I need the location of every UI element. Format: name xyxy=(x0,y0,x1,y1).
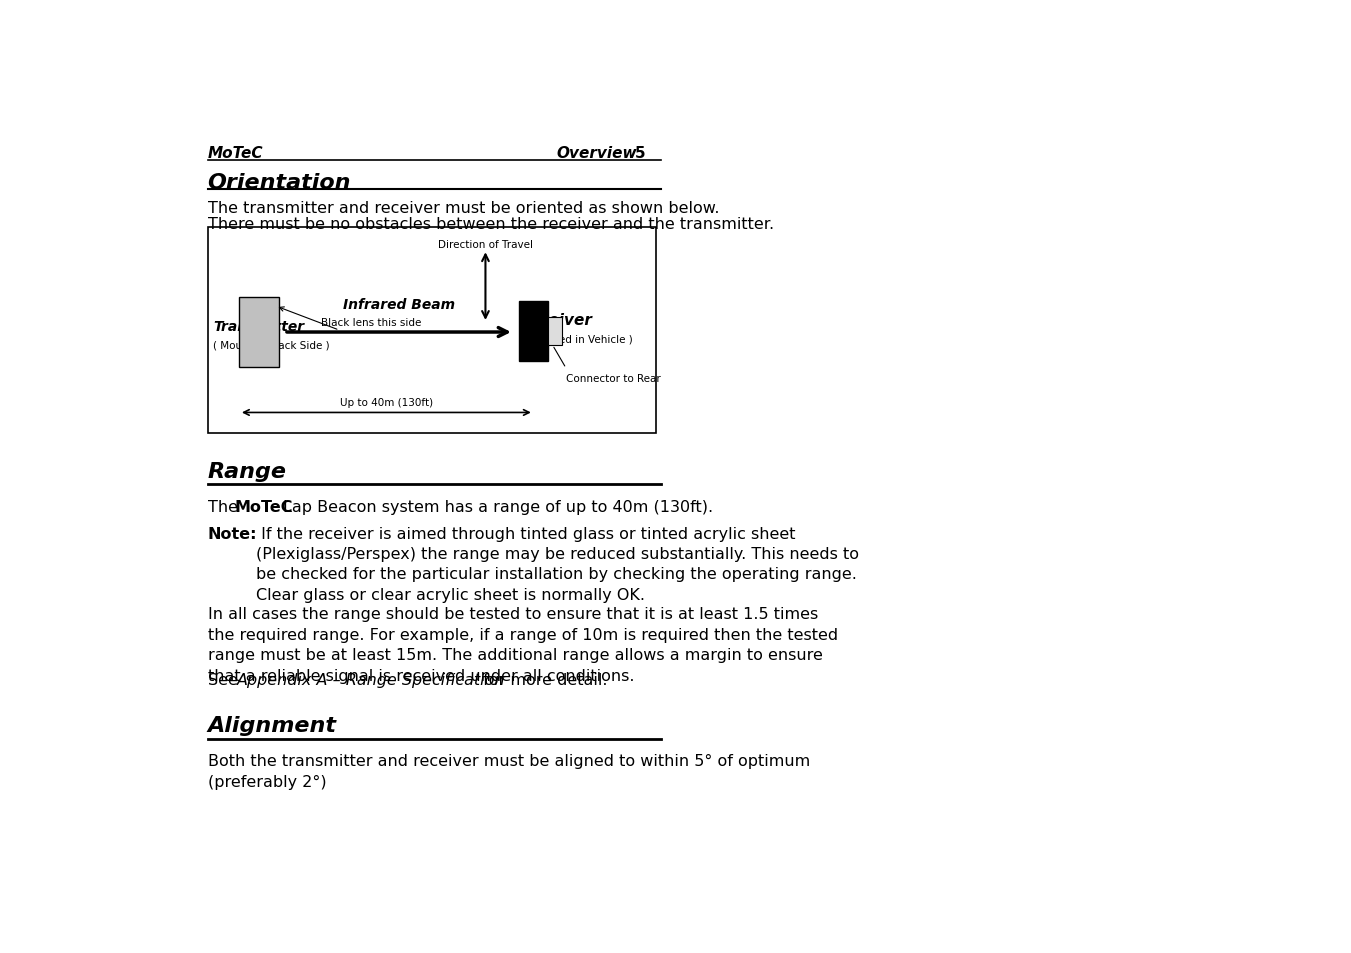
Text: MoTeC: MoTeC xyxy=(235,499,293,515)
Text: The transmitter and receiver must be oriented as shown below.: The transmitter and receiver must be ori… xyxy=(208,201,719,216)
Text: Black lens this side: Black lens this side xyxy=(320,317,422,328)
Text: ( Mounted Track Side ): ( Mounted Track Side ) xyxy=(213,340,330,351)
Text: Up to 40m (130ft): Up to 40m (130ft) xyxy=(340,397,432,407)
Text: Transmitter: Transmitter xyxy=(213,320,304,334)
Text: Connector to Rear: Connector to Rear xyxy=(566,374,661,383)
Text: Note:: Note: xyxy=(208,526,257,541)
Text: Both the transmitter and receiver must be aligned to within 5° of optimum
(prefe: Both the transmitter and receiver must b… xyxy=(208,754,809,789)
Text: Overview: Overview xyxy=(557,146,636,161)
Text: Receiver: Receiver xyxy=(519,313,593,328)
Text: In all cases the range should be tested to ensure that it is at least 1.5 times
: In all cases the range should be tested … xyxy=(208,607,838,683)
Text: See: See xyxy=(208,673,243,688)
Text: Direction of Travel: Direction of Travel xyxy=(438,240,532,250)
Text: Infrared Beam: Infrared Beam xyxy=(343,298,455,313)
Text: MoTeC: MoTeC xyxy=(208,146,263,161)
Text: Appendix A – Range Specification: Appendix A – Range Specification xyxy=(236,673,505,688)
Text: Orientation: Orientation xyxy=(208,173,351,193)
FancyBboxPatch shape xyxy=(239,298,278,368)
FancyBboxPatch shape xyxy=(519,301,549,361)
Text: There must be no obstacles between the receiver and the transmitter.: There must be no obstacles between the r… xyxy=(208,217,774,233)
Text: Lap Beacon system has a range of up to 40m (130ft).: Lap Beacon system has a range of up to 4… xyxy=(282,499,713,515)
Text: ( Mounted in Vehicle ): ( Mounted in Vehicle ) xyxy=(519,335,632,344)
FancyBboxPatch shape xyxy=(549,317,562,346)
Text: Range: Range xyxy=(208,461,286,481)
Text: Alignment: Alignment xyxy=(208,716,336,736)
Text: The: The xyxy=(208,499,243,515)
Text: for more detail.: for more detail. xyxy=(478,673,607,688)
Text: If the receiver is aimed through tinted glass or tinted acrylic sheet
(Plexiglas: If the receiver is aimed through tinted … xyxy=(255,526,859,602)
FancyBboxPatch shape xyxy=(208,228,655,434)
Text: 5: 5 xyxy=(635,146,646,161)
